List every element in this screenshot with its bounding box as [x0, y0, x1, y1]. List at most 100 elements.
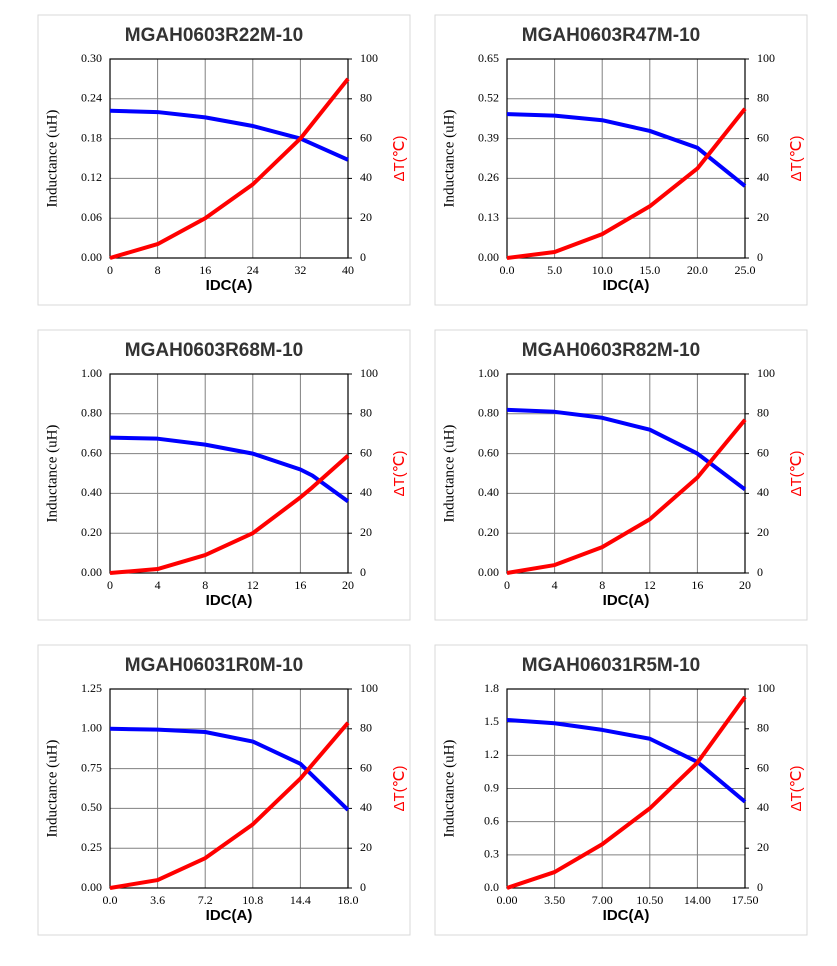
- y2-tick-label: 60: [757, 130, 769, 144]
- x-tick-label: 32: [294, 263, 306, 277]
- x-tick-label: 20: [739, 578, 751, 592]
- x-tick-label: 20.0: [687, 263, 708, 277]
- y-tick-label: 0.13: [478, 210, 499, 224]
- y-tick-label: 0.00: [478, 250, 499, 264]
- y-tick-label: 0.00: [81, 880, 102, 894]
- x-tick-label: 0.0: [103, 893, 118, 907]
- y2-tick-label: 60: [360, 130, 372, 144]
- x-tick-label: 0: [107, 263, 113, 277]
- y-axis-label: Inductance (uH): [44, 110, 60, 208]
- x-tick-label: 12: [644, 578, 656, 592]
- y2-tick-label: 0: [757, 565, 763, 579]
- x-tick-label: 20: [342, 578, 354, 592]
- chart-title: MGAH0603R47M-10: [522, 25, 700, 46]
- x-tick-label: 25.0: [735, 263, 756, 277]
- y2-axis-label: ΔT(℃): [391, 450, 408, 496]
- y2-tick-label: 20: [360, 525, 372, 539]
- y2-tick-label: 100: [757, 681, 775, 695]
- series-line: [506, 407, 747, 492]
- series-line: [109, 721, 350, 890]
- y2-tick-label: 0: [360, 250, 366, 264]
- y-tick-label: 1.25: [81, 681, 102, 695]
- series-line: [109, 454, 350, 575]
- plot-frame: [506, 58, 746, 259]
- y-axis-label: Inductance (uH): [441, 740, 457, 838]
- x-tick-label: 17.50: [732, 893, 759, 907]
- x-tick-label: 40: [342, 263, 354, 277]
- y2-tick-label: 60: [757, 760, 769, 774]
- y2-tick-label: 100: [757, 366, 775, 380]
- series-line: [109, 108, 349, 162]
- y-tick-label: 0.18: [81, 130, 102, 144]
- y2-tick-label: 0: [757, 880, 763, 894]
- x-tick-label: 7.00: [592, 893, 613, 907]
- x-axis-label: IDC(A): [603, 907, 650, 924]
- x-axis-label: IDC(A): [206, 907, 253, 924]
- x-tick-label: 8: [599, 578, 605, 592]
- y-tick-label: 0.80: [81, 406, 102, 420]
- y2-tick-label: 80: [757, 91, 769, 105]
- plot-frame: [506, 373, 746, 574]
- x-tick-label: 5.0: [547, 263, 562, 277]
- y2-tick-label: 80: [360, 406, 372, 420]
- x-tick-label: 0.0: [500, 263, 515, 277]
- y-tick-label: 0.80: [478, 406, 499, 420]
- y-tick-label: 0.00: [478, 565, 499, 579]
- plot-frame: [109, 373, 349, 574]
- y-tick-label: 1.5: [484, 714, 499, 728]
- x-tick-label: 15.0: [639, 263, 660, 277]
- chart-title: MGAH0603R22M-10: [125, 25, 303, 46]
- y-tick-label: 0.30: [81, 51, 102, 65]
- y2-tick-label: 40: [757, 170, 769, 184]
- y2-tick-label: 20: [360, 210, 372, 224]
- y2-tick-label: 80: [360, 91, 372, 105]
- y2-tick-label: 0: [360, 880, 366, 894]
- x-tick-label: 14.00: [684, 893, 711, 907]
- y2-tick-label: 20: [757, 525, 769, 539]
- y-tick-label: 0.00: [81, 565, 102, 579]
- series-line: [506, 112, 747, 188]
- y-tick-label: 0.0: [484, 880, 499, 894]
- y2-tick-label: 40: [757, 800, 769, 814]
- x-tick-label: 0.00: [497, 893, 518, 907]
- y-tick-label: 1.00: [81, 366, 102, 380]
- y-tick-label: 0.60: [478, 445, 499, 459]
- y-tick-label: 0.06: [81, 210, 102, 224]
- y-tick-label: 0.24: [81, 91, 102, 105]
- y-tick-label: 0.26: [478, 170, 499, 184]
- y-tick-label: 0.50: [81, 800, 102, 814]
- series-line: [506, 418, 747, 575]
- x-tick-label: 14.4: [290, 893, 311, 907]
- x-tick-label: 10.8: [242, 893, 263, 907]
- chart-title: MGAH06031R5M-10: [522, 655, 700, 676]
- y2-tick-label: 60: [360, 445, 372, 459]
- x-axis-label: IDC(A): [206, 592, 253, 609]
- x-tick-label: 3.6: [150, 893, 165, 907]
- y-tick-label: 0.3: [484, 847, 499, 861]
- x-tick-label: 10.0: [592, 263, 613, 277]
- y-tick-label: 0.65: [478, 51, 499, 65]
- y-tick-label: 0.9: [484, 780, 499, 794]
- y2-tick-label: 80: [757, 406, 769, 420]
- y2-tick-label: 60: [360, 760, 372, 774]
- y-tick-label: 0.60: [81, 445, 102, 459]
- x-tick-label: 4: [155, 578, 161, 592]
- series-line: [506, 717, 747, 804]
- y2-tick-label: 100: [360, 681, 378, 695]
- y-tick-label: 0.40: [81, 485, 102, 499]
- y-tick-label: 0.20: [81, 525, 102, 539]
- y2-axis-label: ΔT(℃): [788, 765, 805, 811]
- x-axis-label: IDC(A): [603, 277, 650, 294]
- y2-tick-label: 100: [360, 51, 378, 65]
- series-line: [506, 107, 747, 260]
- y-tick-label: 0.40: [478, 485, 499, 499]
- series-line: [506, 695, 747, 890]
- y-tick-label: 1.00: [81, 721, 102, 735]
- x-axis-label: IDC(A): [603, 592, 650, 609]
- series-line: [109, 435, 350, 503]
- x-tick-label: 7.2: [198, 893, 213, 907]
- plot-frame: [109, 688, 349, 889]
- y-axis-label: Inductance (uH): [441, 425, 457, 523]
